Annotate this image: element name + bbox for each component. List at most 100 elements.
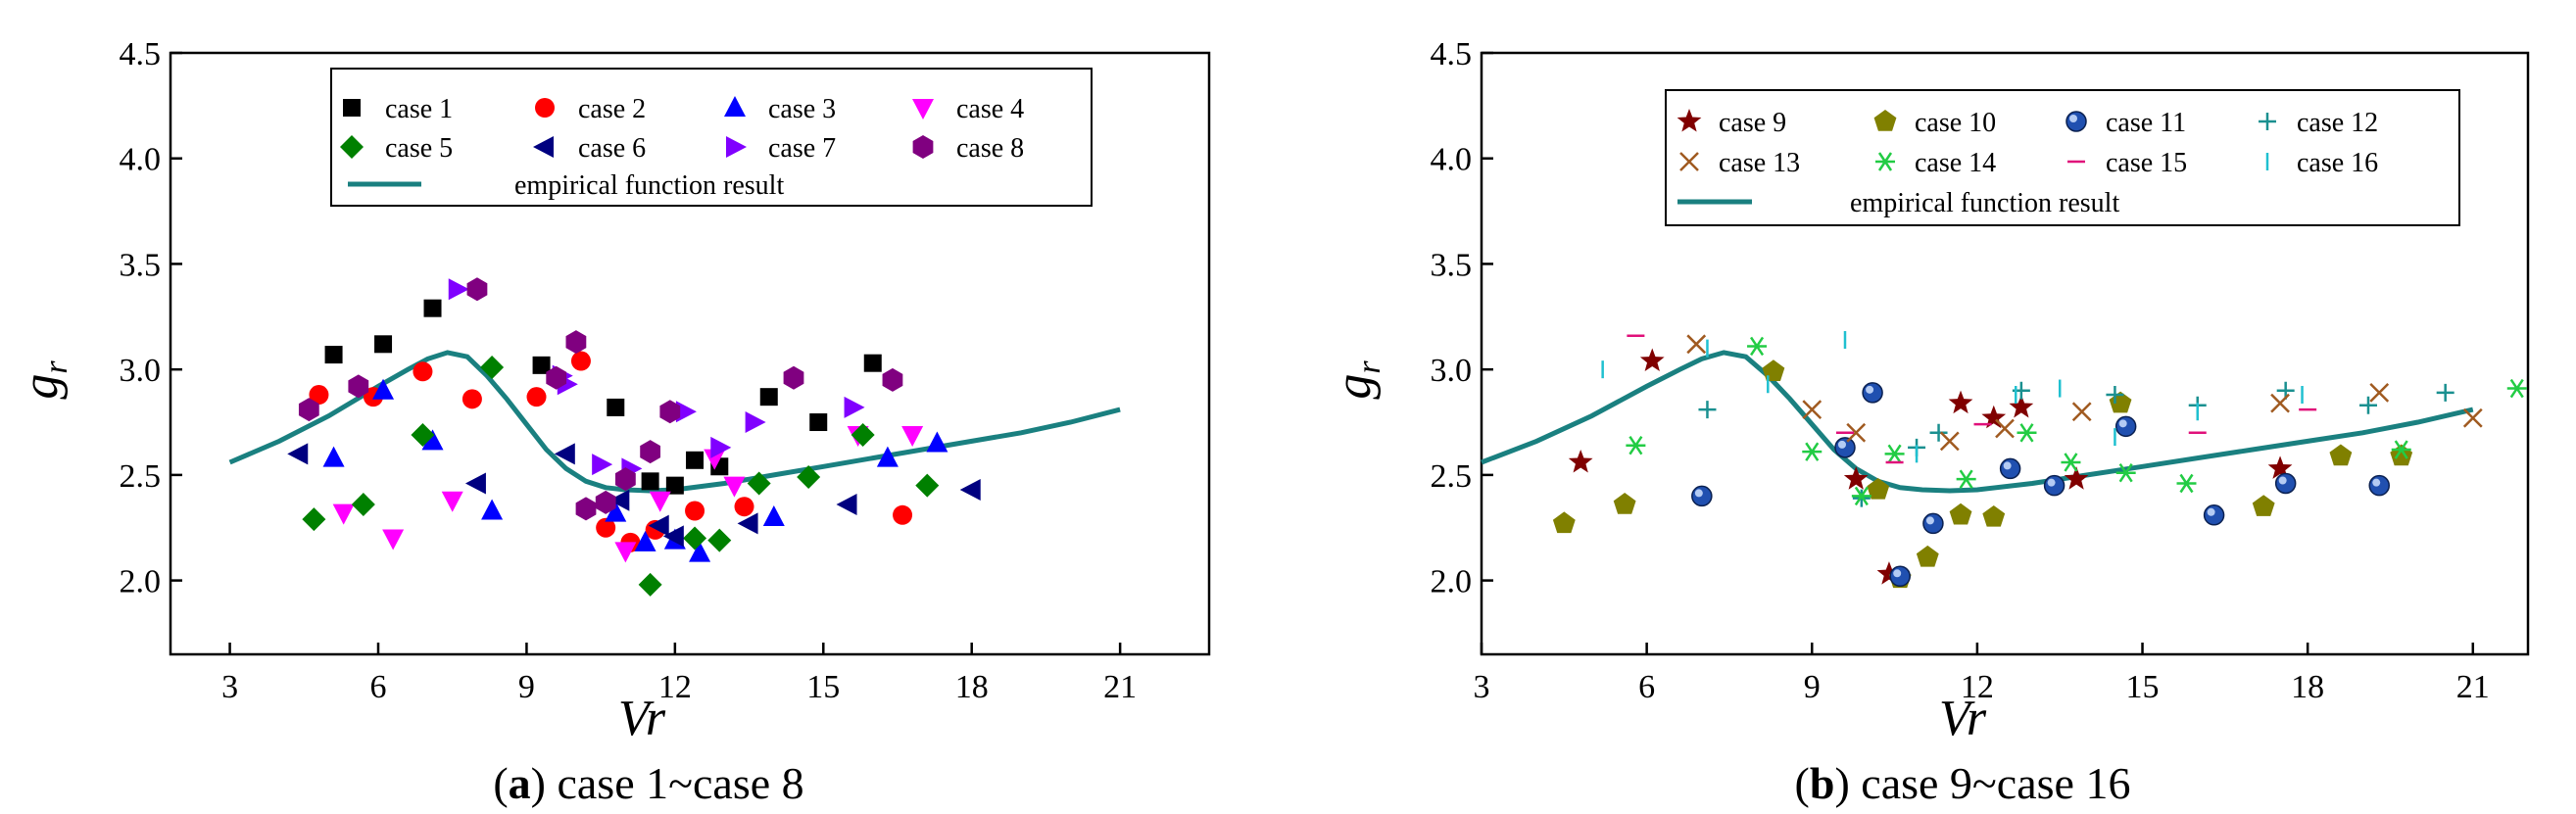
x-tick-label: 21 xyxy=(2456,669,2490,705)
point-case-5 xyxy=(351,493,375,517)
caption-a-letter: a xyxy=(509,758,531,808)
axis-ticks xyxy=(1480,51,2475,654)
point-case-2 xyxy=(309,385,329,406)
point-case-6 xyxy=(287,443,309,465)
empirical-function-line xyxy=(1481,350,2474,494)
point-case-12 xyxy=(1698,401,1717,419)
point-case-4 xyxy=(441,491,463,512)
point-case-11 xyxy=(1691,485,1713,507)
legend-label-case-16: case 16 xyxy=(2297,148,2378,178)
legend-entry-case-3: case 3 xyxy=(724,94,836,124)
y-axis-title: gr xyxy=(1326,360,1387,400)
point-case-14 xyxy=(1747,336,1768,357)
point-case-9 xyxy=(1876,561,1902,585)
legend-label-case-1: case 1 xyxy=(385,94,453,124)
point-case-14 xyxy=(1626,436,1646,455)
point-case-9 xyxy=(2009,394,2034,418)
point-case-11 xyxy=(2114,415,2137,438)
tick-labels: 3 6 9 12 15 18 21 2.0 2.5 3.0 3.5 4.0 4.5 xyxy=(1431,36,2490,705)
point-case-6 xyxy=(464,472,486,495)
point-case-8 xyxy=(595,490,616,514)
legend-entry-case-6: case 6 xyxy=(533,133,646,164)
point-case-8 xyxy=(882,367,903,392)
point-case-3 xyxy=(876,446,899,467)
legend-label-case-13: case 13 xyxy=(1719,148,1800,178)
point-case-3 xyxy=(689,541,711,562)
legend-label-case-11: case 11 xyxy=(2106,108,2186,138)
point-case-7 xyxy=(592,454,613,476)
point-case-1 xyxy=(863,354,882,372)
point-case-3 xyxy=(481,499,504,520)
point-case-10 xyxy=(1613,493,1636,514)
series-case-6 xyxy=(287,443,981,548)
series-case-16 xyxy=(1601,330,2304,463)
point-case-12 xyxy=(1929,423,1948,442)
legend: case 9 case 10 case 11 case 12 case 13 case 1… xyxy=(1665,89,2460,226)
legend-entry-case-10: case 10 xyxy=(1873,108,1996,138)
caption-b-rest: ) case 9~case 16 xyxy=(1834,758,2130,808)
x-tick-label: 9 xyxy=(1804,669,1821,705)
point-case-9 xyxy=(1843,466,1869,490)
point-case-12 xyxy=(2106,386,2124,405)
x-tick-label: 3 xyxy=(1474,669,1490,705)
legend-entry-case-14: case 14 xyxy=(1875,148,1996,178)
point-case-2 xyxy=(734,497,754,517)
point-case-10 xyxy=(1762,359,1785,382)
point-case-5 xyxy=(797,465,821,490)
x-tick-label: 15 xyxy=(2126,669,2160,705)
point-case-5 xyxy=(411,422,435,447)
y-tick-label: 2.0 xyxy=(120,564,162,600)
point-case-1 xyxy=(686,451,705,469)
legend-label-case-6: case 6 xyxy=(578,133,646,164)
legend-marker-case-6 xyxy=(533,136,554,158)
legend-label-case-10: case 10 xyxy=(1915,108,1996,138)
point-case-2 xyxy=(570,351,591,371)
legend-entry-case-15: case 15 xyxy=(2067,148,2187,178)
point-case-12 xyxy=(2436,383,2454,402)
x-tick-label: 12 xyxy=(658,669,692,705)
point-case-11 xyxy=(1922,512,1944,535)
x-tick-label: 6 xyxy=(370,669,387,705)
legend-marker-case-1 xyxy=(343,99,361,117)
point-case-13 xyxy=(1939,431,1960,452)
point-case-5 xyxy=(683,526,707,551)
point-case-8 xyxy=(640,440,661,464)
y-tick-label: 3.5 xyxy=(120,247,162,283)
point-case-11 xyxy=(1999,457,2021,480)
point-case-3 xyxy=(926,431,948,453)
point-case-13 xyxy=(2270,393,2290,413)
point-case-5 xyxy=(638,572,662,597)
tick-labels: 3 6 9 12 15 18 21 2.0 2.5 3.0 3.5 4.0 4.5 xyxy=(120,36,1138,705)
x-tick-label: 6 xyxy=(1638,669,1655,705)
point-case-11 xyxy=(1862,382,1883,404)
point-case-7 xyxy=(844,396,865,418)
point-case-8 xyxy=(659,400,681,424)
point-case-4 xyxy=(614,542,637,563)
point-case-3 xyxy=(372,378,395,400)
x-tick-label: 9 xyxy=(518,669,535,705)
series-case-1 xyxy=(324,299,882,495)
point-case-6 xyxy=(608,489,630,511)
caption-b-prefix: ( xyxy=(1795,758,1810,808)
point-case-10 xyxy=(2390,444,2413,466)
legend-items: case 9 case 10 case 11 case 12 case 13 case 1… xyxy=(1677,108,2378,178)
point-case-14 xyxy=(1802,442,1823,461)
point-case-8 xyxy=(546,365,567,390)
x-tick-label: 12 xyxy=(1961,669,1994,705)
legend-entry-case-8: case 8 xyxy=(912,133,1024,164)
legend-label-case-14: case 14 xyxy=(1915,148,1996,178)
caption-a-prefix: ( xyxy=(493,758,508,808)
point-case-4 xyxy=(704,449,726,470)
point-case-6 xyxy=(737,512,758,535)
legend-marker-case-13 xyxy=(1679,152,1699,171)
series-case-4 xyxy=(332,425,924,563)
legend-label-case-5: case 5 xyxy=(385,133,453,164)
y-axis-title-base: g xyxy=(1326,374,1382,400)
point-case-1 xyxy=(324,346,343,364)
y-tick-label: 4.0 xyxy=(1431,142,1473,178)
point-case-14 xyxy=(1956,469,1976,489)
x-tick-label: 18 xyxy=(2291,669,2324,705)
point-case-10 xyxy=(1949,503,1972,525)
point-case-3 xyxy=(322,446,345,467)
point-case-5 xyxy=(851,422,875,447)
